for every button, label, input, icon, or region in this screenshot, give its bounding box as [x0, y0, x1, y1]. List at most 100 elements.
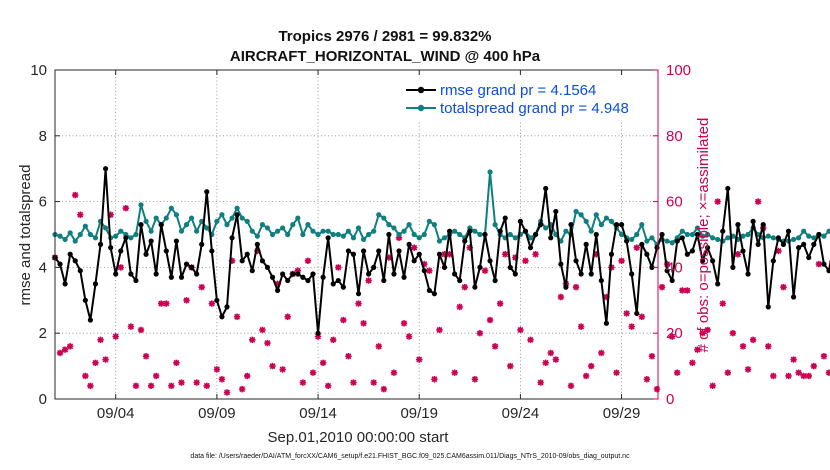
- rmse-point: [92, 281, 99, 287]
- obs-point: [405, 333, 413, 340]
- totalspread-point: [92, 235, 99, 241]
- obs-point: [481, 267, 489, 274]
- obs-point: [471, 376, 479, 383]
- legend-totalspread-marker: [417, 104, 425, 112]
- rmse-point: [244, 251, 250, 257]
- rmse-point: [426, 287, 432, 294]
- legend-box: [400, 76, 652, 120]
- obs-point: [340, 316, 347, 324]
- rmse-point: [62, 281, 68, 287]
- rmse-point: [57, 261, 63, 267]
- totalspread-point: [386, 222, 392, 228]
- obs-point: [805, 372, 812, 380]
- obs-point: [127, 323, 135, 330]
- rmse-point: [573, 258, 579, 264]
- obs-point: [279, 366, 286, 373]
- obs-point: [502, 251, 509, 258]
- obs-point: [233, 313, 241, 320]
- obs-point: [729, 330, 737, 337]
- obs-point: [284, 313, 291, 320]
- rmse-point: [821, 261, 827, 267]
- obs-point: [466, 244, 474, 251]
- rmse-point: [811, 241, 817, 247]
- totalspread-point: [219, 212, 225, 218]
- y-axis-right-label: # of obs: o=possible; ×=assimilated: [695, 118, 712, 353]
- totalspread-point: [684, 231, 690, 238]
- rmse-point: [624, 238, 630, 244]
- rmse-point: [204, 189, 210, 195]
- totalspread-point: [740, 233, 746, 239]
- totalspread-point: [578, 212, 584, 218]
- rmse-point: [704, 245, 711, 251]
- obs-point: [436, 326, 443, 334]
- rmse-point: [310, 271, 316, 277]
- obs-point: [102, 356, 109, 363]
- totalspread-point: [669, 240, 675, 246]
- totalspread-point: [806, 233, 812, 239]
- totalspread-point: [618, 231, 625, 238]
- totalspread-point: [381, 215, 387, 221]
- y-left-tick-label: 10: [30, 62, 47, 79]
- totalspread-point: [765, 233, 771, 239]
- totalspread-point: [249, 228, 255, 234]
- y-right-tick-label: 100: [666, 62, 691, 79]
- rmse-point: [543, 185, 549, 192]
- rmse-point: [214, 297, 220, 303]
- obs-point: [491, 343, 499, 350]
- totalspread-point: [310, 228, 316, 234]
- obs-point: [274, 280, 281, 288]
- totalspread-point: [634, 231, 640, 238]
- obs-point: [410, 244, 418, 251]
- totalspread-point: [608, 218, 615, 224]
- totalspread-point: [300, 231, 306, 238]
- obs-point: [82, 372, 89, 380]
- totalspread-point: [801, 228, 807, 234]
- obs-point: [421, 260, 428, 268]
- totalspread-point: [285, 231, 291, 238]
- obs-point: [588, 362, 595, 370]
- totalspread-point: [82, 223, 88, 229]
- obs-point: [532, 251, 539, 258]
- rmse-point: [497, 228, 503, 234]
- rmse-point: [234, 212, 240, 218]
- obs-point: [238, 385, 246, 393]
- legend-rmse-label: rmse grand pr = 4.1564: [440, 82, 596, 99]
- obs-point: [638, 313, 646, 320]
- rmse-point: [446, 228, 453, 234]
- rmse-point: [472, 284, 478, 290]
- rmse-point: [366, 271, 372, 277]
- totalspread-point: [290, 222, 296, 228]
- obs-point: [765, 343, 772, 350]
- totalspread-point: [320, 228, 326, 234]
- rmse-point: [649, 264, 655, 270]
- obs-point: [542, 359, 549, 367]
- obs-point: [416, 356, 423, 363]
- obs-point: [61, 346, 69, 353]
- obs-point: [598, 349, 605, 357]
- obs-point: [567, 382, 575, 390]
- obs-point: [537, 379, 544, 386]
- obs-point: [244, 372, 251, 380]
- rmse-point: [487, 258, 493, 264]
- rmse-point: [148, 238, 154, 244]
- rmse-point: [760, 222, 766, 228]
- rmse-point: [765, 304, 771, 310]
- rmse-point: [613, 222, 620, 228]
- rmse-point: [826, 268, 830, 274]
- legend: rmse grand pr = 4.1564 totalspread grand…: [400, 76, 652, 120]
- totalspread-point: [153, 215, 159, 221]
- totalspread-point: [770, 235, 776, 241]
- obs-point: [112, 333, 119, 340]
- y-right-tick-label: 20: [666, 325, 683, 342]
- obs-point: [304, 257, 312, 265]
- totalspread-point: [350, 235, 357, 241]
- rmse-point: [462, 238, 468, 244]
- totalspread-point: [102, 225, 109, 231]
- rmse-point: [431, 291, 438, 297]
- rmse-point: [396, 248, 402, 254]
- obs-point: [451, 369, 458, 376]
- obs-point: [512, 254, 519, 261]
- rmse-point: [199, 241, 205, 247]
- obs-point: [365, 277, 372, 284]
- rmse-point: [300, 274, 306, 280]
